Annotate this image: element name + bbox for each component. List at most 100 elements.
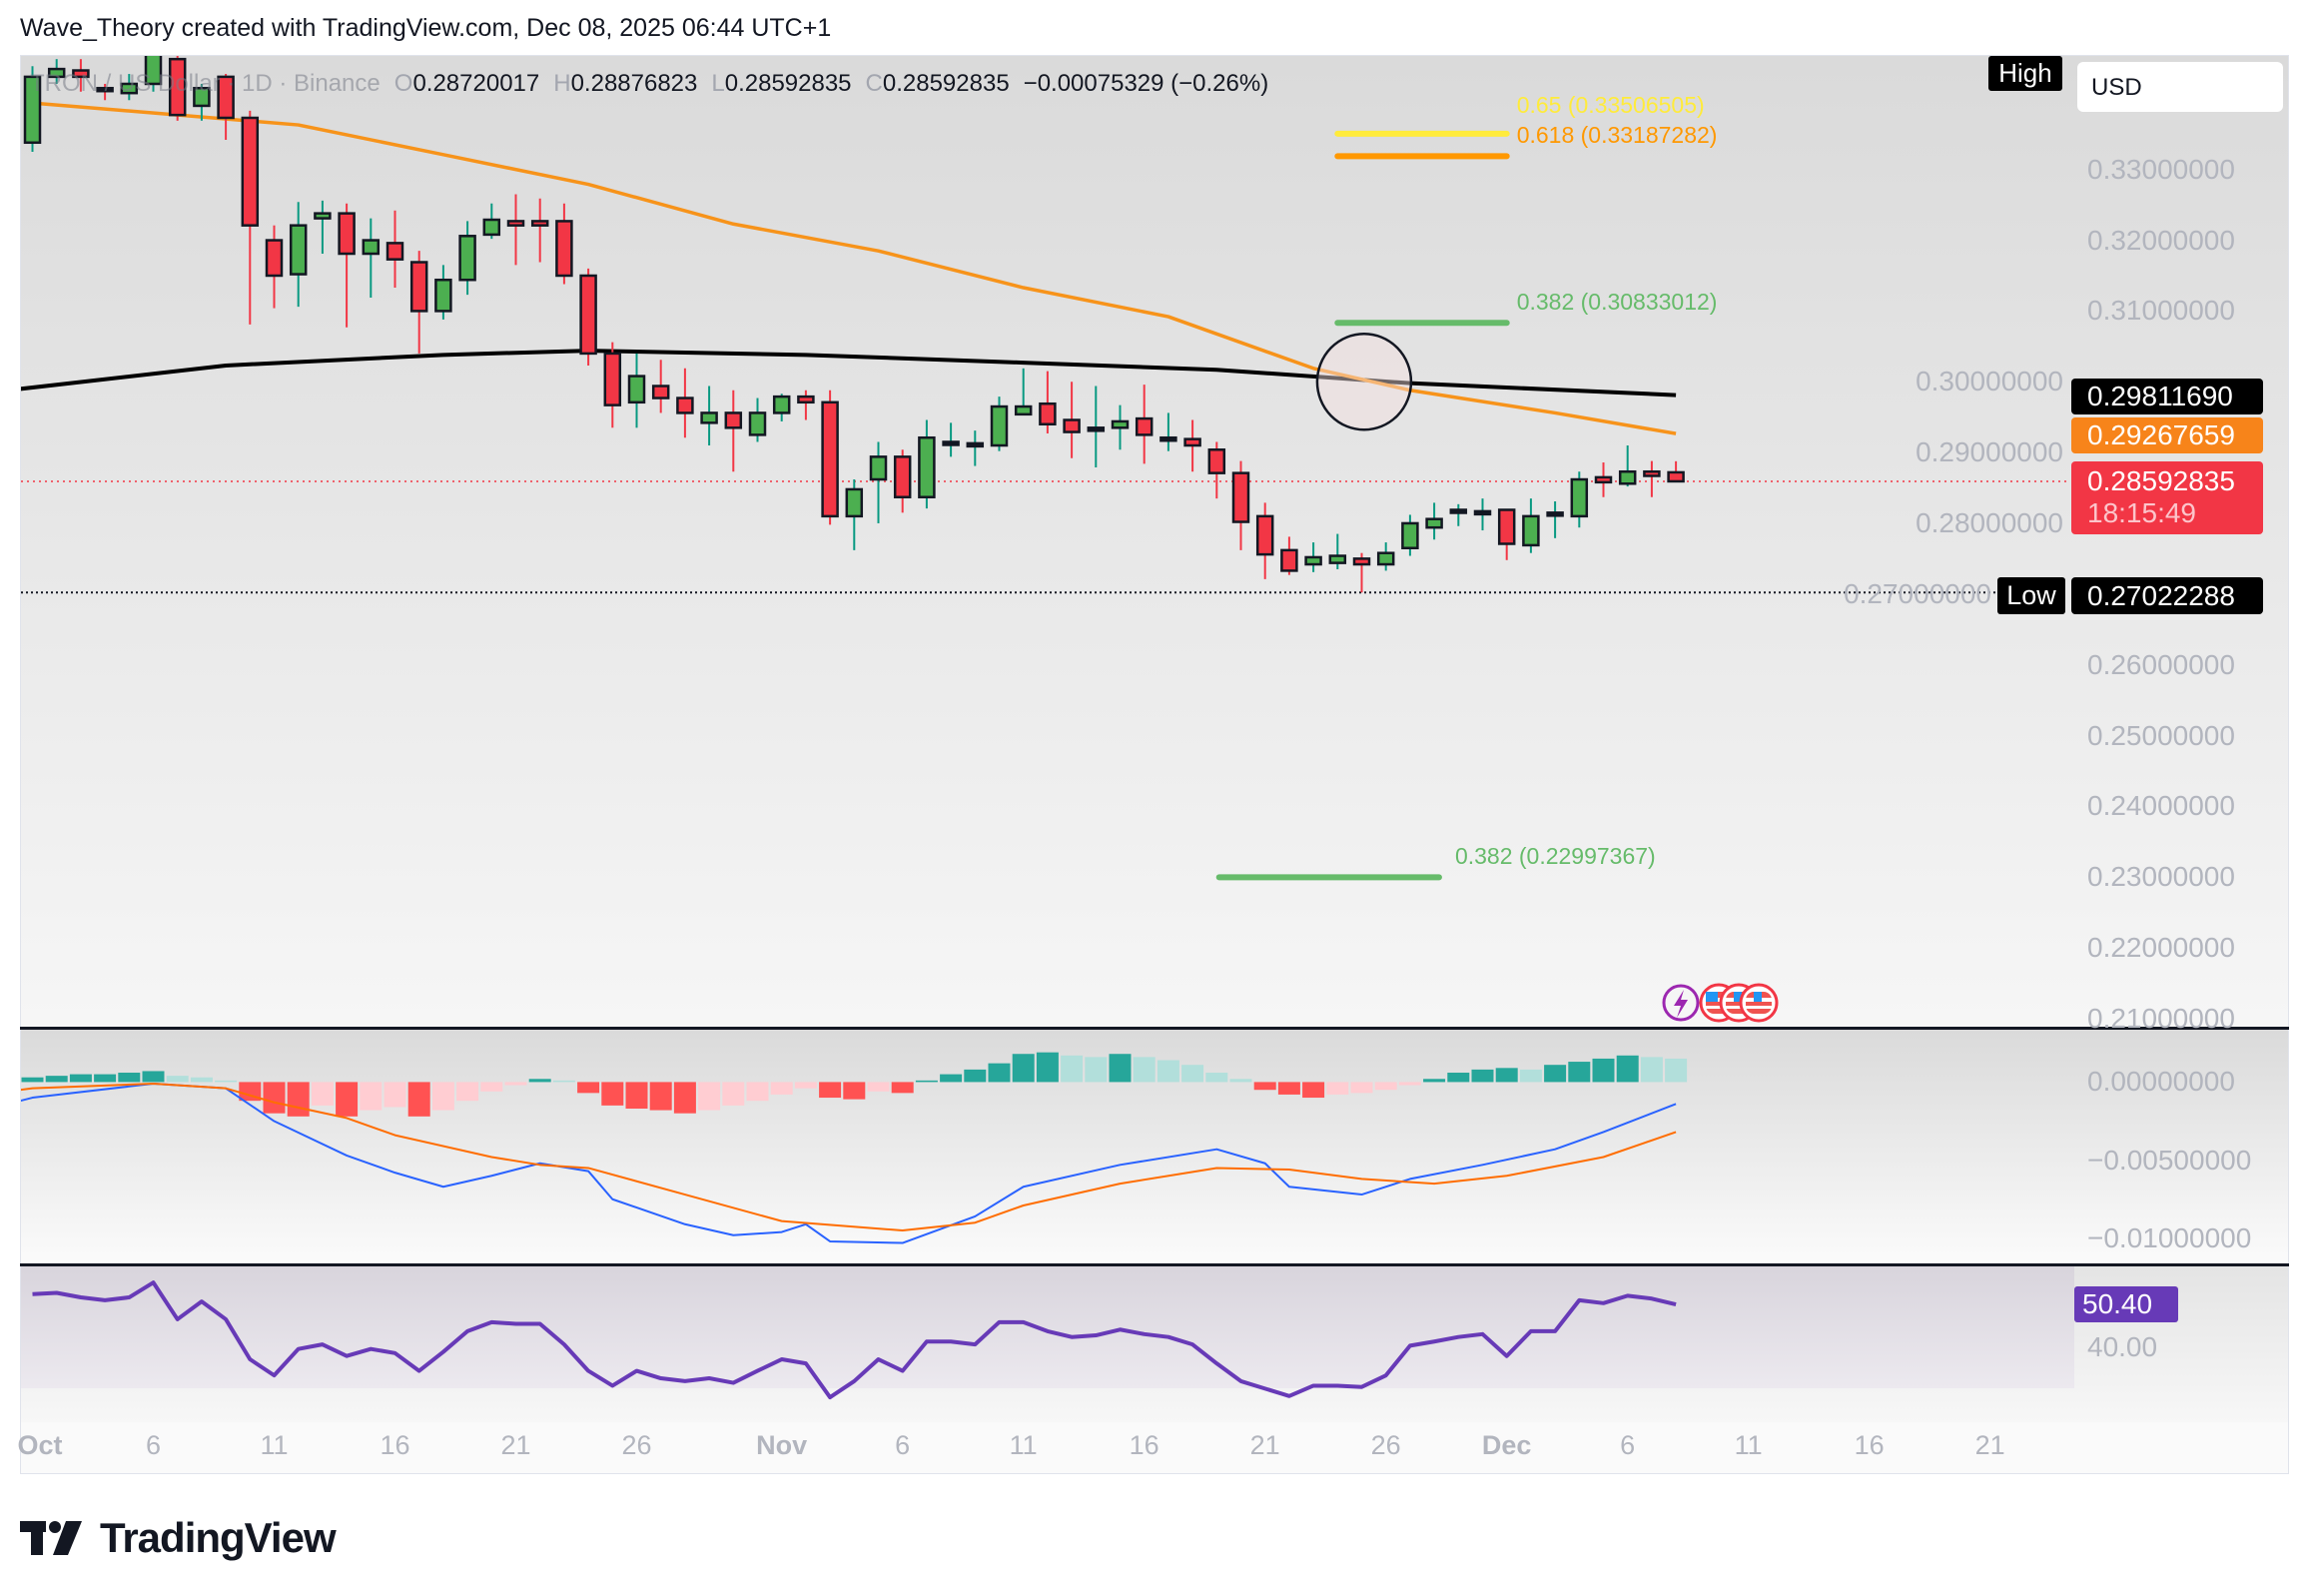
candle[interactable] (47, 59, 66, 84)
candle[interactable] (1546, 500, 1564, 538)
candle-body (748, 411, 767, 436)
candle-body (1594, 475, 1613, 484)
candle[interactable] (942, 422, 960, 457)
candle[interactable] (314, 200, 332, 255)
candle[interactable] (506, 194, 525, 266)
candle[interactable] (627, 353, 646, 428)
candle[interactable] (845, 479, 864, 550)
candle[interactable] (241, 110, 260, 325)
candle[interactable] (1594, 462, 1613, 497)
events-strip[interactable] (1662, 982, 1782, 1024)
candle[interactable] (1280, 536, 1298, 575)
ma200-line[interactable] (8, 349, 1677, 398)
candle[interactable] (1497, 508, 1516, 560)
candle[interactable] (409, 251, 428, 354)
candle[interactable] (1328, 533, 1347, 570)
candle-body (530, 220, 549, 227)
candle[interactable] (772, 394, 791, 421)
candle[interactable] (1352, 552, 1371, 593)
candle[interactable] (362, 218, 381, 298)
candle[interactable] (1063, 382, 1081, 458)
candle[interactable] (458, 221, 476, 296)
candle[interactable] (96, 83, 114, 101)
currency-button[interactable]: USD (2077, 62, 2283, 112)
macd-histogram-bar (698, 1082, 721, 1111)
candle[interactable] (1255, 502, 1274, 579)
candle[interactable] (120, 74, 139, 101)
candle[interactable] (338, 203, 356, 328)
price-axis-tick: 0.27000000 (1844, 577, 1991, 609)
candle[interactable] (168, 51, 187, 121)
candle[interactable] (193, 83, 211, 121)
candle[interactable] (434, 265, 452, 320)
us-flag-icon[interactable] (1739, 983, 1779, 1023)
candle[interactable] (1667, 460, 1685, 483)
candle[interactable] (579, 268, 597, 366)
pane-divider[interactable] (20, 1263, 2289, 1266)
candle-body (651, 385, 670, 399)
candle[interactable] (144, 44, 163, 92)
candle[interactable] (217, 74, 235, 140)
macd-histogram-bar (552, 1080, 575, 1083)
candle-body (1159, 435, 1177, 442)
candle[interactable] (748, 398, 767, 442)
candle[interactable] (1522, 498, 1540, 553)
candle[interactable] (72, 59, 90, 92)
candle[interactable] (603, 342, 622, 428)
time-axis-tick: 11 (260, 1430, 289, 1460)
tradingview-logo[interactable]: TradingView (20, 1514, 337, 1562)
crossover-circle[interactable] (1315, 333, 1413, 431)
candle[interactable] (1304, 542, 1322, 572)
ema50-line[interactable] (32, 101, 1677, 435)
candle[interactable] (1159, 412, 1177, 451)
candle[interactable] (797, 390, 815, 420)
candle[interactable] (918, 419, 936, 509)
candle[interactable] (724, 390, 743, 472)
candle[interactable] (990, 397, 1009, 451)
candle[interactable] (1376, 542, 1395, 571)
macd-line[interactable] (8, 1082, 1677, 1244)
candle[interactable] (1039, 371, 1057, 433)
signal-line[interactable] (8, 1082, 1677, 1232)
candle[interactable] (1570, 471, 1589, 528)
candle[interactable] (289, 202, 308, 308)
candle[interactable] (1231, 460, 1250, 550)
symbol-title[interactable]: TRON / US Dollar · 1D · Binance (30, 70, 381, 97)
candle[interactable] (1207, 441, 1226, 499)
time-axis[interactable] (21, 1422, 2288, 1473)
candle[interactable] (23, 66, 42, 152)
candle[interactable] (1643, 460, 1661, 497)
candle[interactable] (1473, 498, 1492, 531)
candle[interactable] (1087, 386, 1106, 467)
candle-body (241, 116, 260, 227)
rsi-line[interactable] (32, 1280, 1677, 1400)
candle[interactable] (530, 198, 549, 263)
candle[interactable] (1618, 445, 1637, 487)
candle[interactable] (1111, 404, 1130, 450)
candle[interactable] (821, 390, 839, 525)
price-pane[interactable] (21, 56, 2288, 1028)
candle[interactable] (1401, 514, 1419, 556)
candle[interactable] (676, 368, 694, 438)
candle[interactable] (1135, 385, 1154, 464)
candle[interactable] (893, 449, 912, 513)
event-icons[interactable] (1662, 982, 1782, 1024)
lightning-icon[interactable] (1662, 984, 1700, 1022)
candle[interactable] (482, 203, 501, 240)
candle[interactable] (700, 386, 718, 446)
candle[interactable] (385, 210, 404, 289)
candle[interactable] (966, 430, 985, 466)
candle[interactable] (1425, 502, 1443, 540)
candle[interactable] (265, 225, 284, 309)
candle[interactable] (869, 441, 888, 523)
macd-histogram-bar (360, 1082, 383, 1111)
pane-divider[interactable] (20, 1027, 2289, 1030)
candle-body (458, 235, 476, 282)
candle[interactable] (651, 360, 670, 413)
candle[interactable] (1449, 503, 1468, 526)
macd-histogram-bar (1277, 1082, 1300, 1095)
candle[interactable] (1183, 419, 1201, 472)
candle[interactable] (1014, 368, 1033, 416)
candle[interactable] (555, 203, 573, 285)
